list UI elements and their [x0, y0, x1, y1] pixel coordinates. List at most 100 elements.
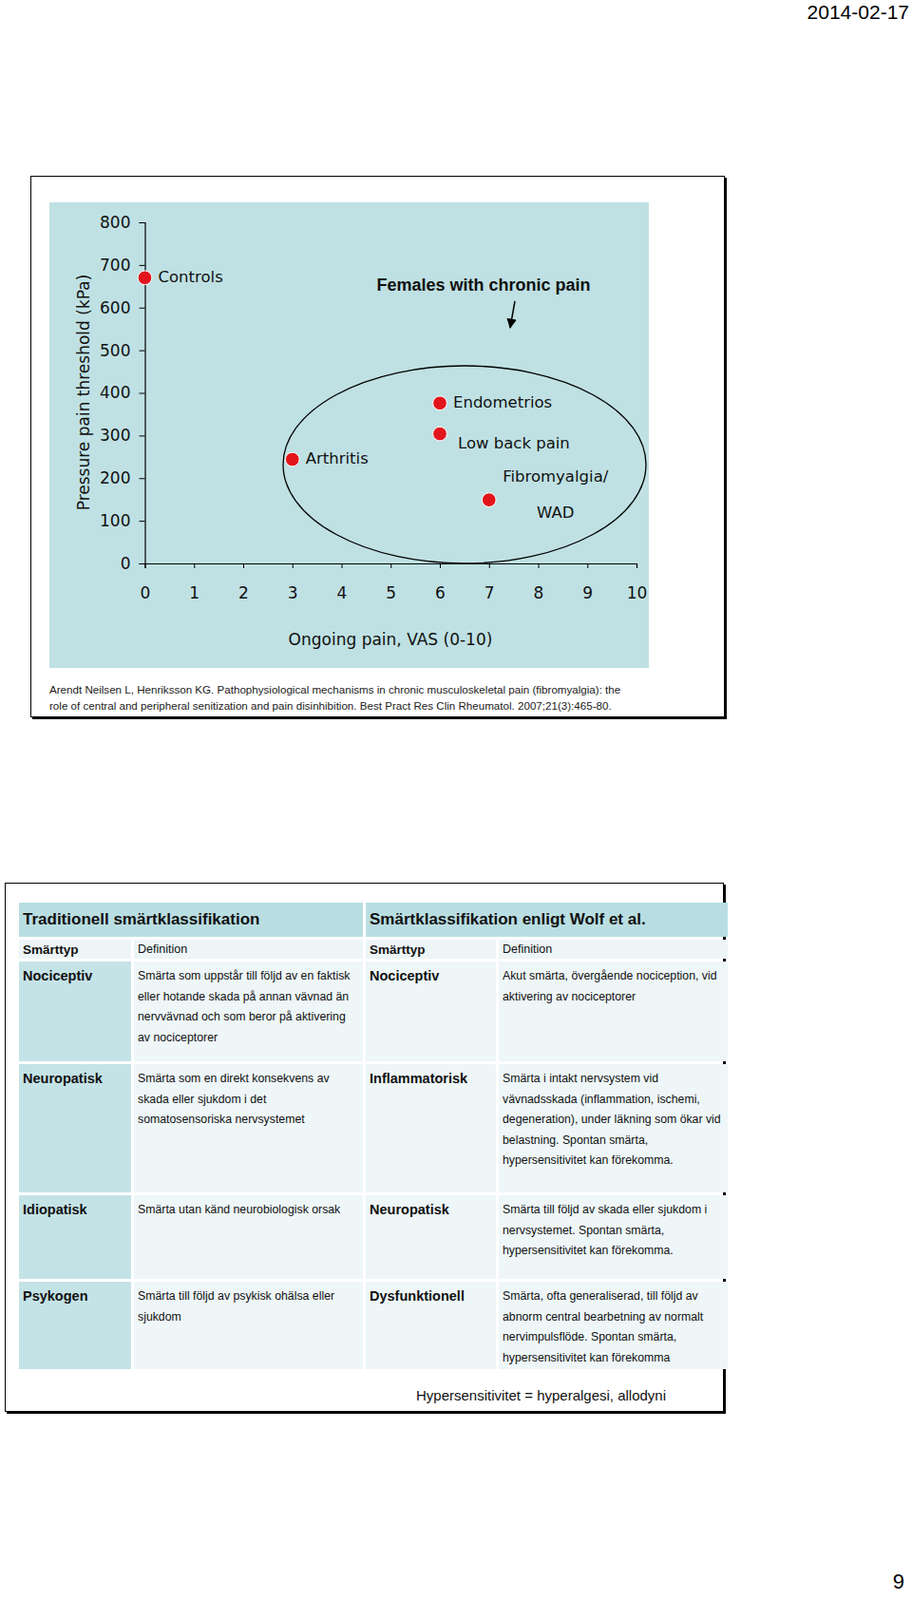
y-axis-tick-label: 700	[99, 255, 131, 275]
y-axis-tick-mark	[139, 350, 146, 352]
point-labels: ControlsArthritisEndometriosLow back pai…	[158, 267, 609, 522]
y-axis-tick-label: 100	[99, 511, 131, 531]
x-axis-line	[145, 564, 638, 570]
x-axis-tick-mark	[439, 563, 441, 569]
chart: 0 100 200 300 400 500 600 700 800 0 1 2 3 4 5 6 7 8 9 10 Con…	[49, 202, 649, 668]
x-axis-tick-mark	[636, 563, 638, 569]
y-axis-tick: 700	[99, 255, 145, 275]
data-point	[481, 493, 496, 508]
data-point	[137, 270, 152, 285]
x-axis-tick-mark	[243, 563, 245, 569]
point-label: Arthritis	[305, 449, 369, 468]
citation-line: role of central and peripheral senitizat…	[49, 697, 720, 714]
y-axis-tick: 300	[99, 425, 145, 445]
x-axis-tick-label: 9	[582, 583, 593, 603]
column-header: Smärttyp	[19, 939, 132, 959]
point-label: WAD	[536, 503, 574, 522]
x-axis-tick-mark	[489, 563, 491, 569]
pain-type: Psykogen	[19, 1281, 132, 1369]
x-axis-tick: 8	[533, 563, 545, 603]
page-date: 2014-02-17	[807, 0, 910, 24]
data-point	[433, 396, 448, 411]
chart-background	[49, 202, 649, 668]
pain-definition: Smärta som uppstår till följd av en fakt…	[133, 961, 363, 1062]
data-point	[433, 426, 448, 441]
citation: Arendt Neilsen L, Henriksson KG. Pathoph…	[49, 681, 720, 714]
x-axis-tick-label: 6	[435, 583, 446, 603]
point-label: Low back pain	[457, 434, 570, 453]
column-header: Definition	[498, 939, 728, 959]
y-axis-title: Pressure pain threshold (kPa)	[74, 274, 94, 512]
y-axis-tick: 400	[99, 382, 145, 402]
y-axis-tick-mark	[139, 222, 146, 224]
y-axis-tick: 800	[99, 212, 145, 232]
y-axis-tick-mark	[139, 520, 146, 522]
annotation-arrow	[510, 301, 515, 328]
pain-type: Neuropatisk	[365, 1195, 496, 1279]
x-axis-tick-label: 1	[189, 583, 200, 603]
table-row: PsykogenSmärta till följd av psykisk ohä…	[19, 1281, 728, 1369]
y-axis-tick-mark	[139, 393, 146, 395]
y-axis-tick-mark	[139, 563, 146, 565]
x-axis-tick-label: 4	[337, 583, 348, 603]
y-axis-tick-label: 600	[99, 298, 131, 318]
table-title: Traditionell smärtklassifikation	[19, 902, 363, 937]
y-axis: 0 100 200 300 400 500 600 700 800	[99, 212, 146, 573]
pain-definition: Smärta till följd av skada eller sjukdom…	[498, 1195, 728, 1279]
x-axis-tick: 7	[484, 563, 495, 603]
y-axis-tick-label: 200	[99, 468, 131, 488]
x-axis-tick: 1	[189, 563, 200, 603]
pain-definition: Smärta i intakt nervsystem vid vävnadssk…	[498, 1064, 728, 1193]
y-axis-tick: 0	[120, 553, 146, 573]
table-row: NociceptivSmärta som uppstår till följd …	[19, 961, 728, 1062]
x-axis-tick: 5	[385, 563, 397, 603]
x-axis-tick: 3	[287, 563, 299, 603]
x-axis-tick: 2	[238, 563, 249, 603]
x-axis-tick: 0	[140, 563, 152, 603]
table-footnote: Hypersensitivitet = hyperalgesi, allodyn…	[416, 1387, 666, 1404]
y-axis-tick-mark	[139, 265, 146, 266]
x-axis-tick-label: 3	[287, 583, 299, 603]
y-axis-tick-mark	[139, 307, 146, 309]
x-axis-tick-mark	[342, 563, 343, 569]
y-axis-tick-label: 500	[99, 341, 131, 361]
column-header: Definition	[133, 939, 363, 959]
y-axis-tick-mark	[139, 435, 146, 437]
classification-table: Traditionell smärtklassifikationSmärtkla…	[16, 899, 731, 1372]
y-axis-tick-label: 300	[99, 425, 131, 445]
x-axis-tick-mark	[193, 563, 195, 569]
y-axis-tick: 500	[99, 341, 145, 361]
data-point	[285, 452, 300, 467]
x-axis-tick: 10	[627, 563, 648, 603]
group-ellipse	[283, 365, 646, 564]
pain-type: Neuropatisk	[19, 1064, 132, 1193]
x-axis-tick-label: 5	[385, 583, 397, 603]
table-column-row: SmärttypDefinitionSmärttypDefinition	[19, 939, 728, 959]
table-title: Smärtklassifikation enligt Wolf et al.	[365, 902, 728, 937]
x-axis-tick: 4	[337, 563, 348, 603]
x-axis-tick-label: 8	[533, 583, 545, 603]
x-axis-tick-mark	[538, 563, 540, 569]
y-axis-tick: 200	[99, 468, 145, 488]
plot-area	[137, 270, 496, 508]
column-header: Smärttyp	[365, 939, 496, 959]
x-axis-tick: 9	[582, 563, 593, 603]
pain-definition: Smärta, ofta generaliserad, till följd a…	[498, 1281, 728, 1369]
pain-definition: Akut smärta, övergående nociception, vid…	[498, 961, 728, 1062]
x-axis: 0 1 2 3 4 5 6 7 8 9 10	[140, 563, 648, 603]
x-axis-tick-label: 10	[627, 583, 648, 603]
page-number: 9	[893, 1569, 905, 1595]
x-axis-tick: 6	[435, 563, 446, 603]
point-label: Fibromyalgia/	[502, 467, 609, 486]
x-axis-tick-mark	[292, 563, 294, 569]
x-axis-tick-mark	[390, 563, 392, 569]
x-axis-tick-label: 7	[484, 583, 495, 603]
x-axis-tick-mark	[145, 563, 147, 569]
y-axis-tick: 600	[99, 298, 145, 318]
point-label: Controls	[158, 267, 224, 286]
y-axis-tick: 100	[99, 511, 145, 531]
y-axis-tick-mark	[139, 477, 146, 479]
table-title-row: Traditionell smärtklassifikationSmärtkla…	[19, 902, 728, 937]
pain-type: Idiopatisk	[19, 1195, 132, 1279]
annotation: Females with chronic pain	[376, 275, 590, 295]
